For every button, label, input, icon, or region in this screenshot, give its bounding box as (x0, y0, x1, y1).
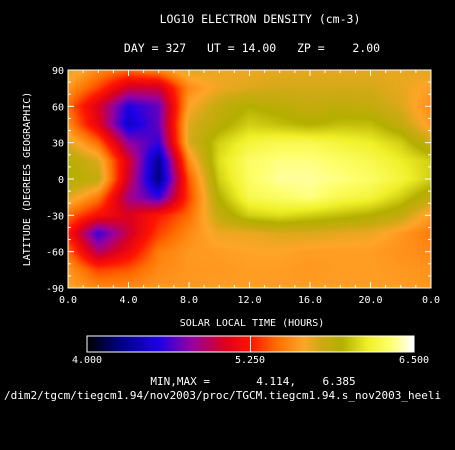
source-file-path: /dim2/tgcm/tiegcm1.94/nov2003/proc/TGCM.… (4, 389, 441, 402)
x-tick-label: 16.0 (298, 295, 322, 306)
y-tick-label: -90 (46, 284, 64, 295)
colorbar-min-label: 4.000 (72, 355, 102, 366)
min-max-readout: MIN,MAX = 4.114, 6.385 (150, 375, 355, 388)
x-tick-label: 20.0 (358, 295, 382, 306)
colorbar-max-label: 6.500 (399, 355, 429, 366)
y-axis: 90 60 30 0 -30 -60 -90 (46, 66, 431, 295)
y-tick-label: -30 (46, 211, 64, 222)
y-tick-label: 0 (58, 175, 64, 186)
y-axis-label: LATITUDE (DEGREES GEOGRAPHIC) (22, 92, 33, 267)
x-axis-label: SOLAR LOCAL TIME (HOURS) (180, 318, 325, 329)
y-tick-label: -60 (46, 248, 64, 259)
colorbar-mid-label: 5.250 (235, 355, 265, 366)
x-tick-label: 8.0 (180, 295, 198, 306)
y-tick-label: 30 (52, 139, 64, 150)
y-tick-label: 60 (52, 102, 64, 113)
y-tick-label: 90 (52, 66, 64, 77)
x-tick-label: 0.0 (422, 295, 440, 306)
x-tick-label: 4.0 (119, 295, 137, 306)
chart-subtitle: DAY = 327 UT = 14.00 ZP = 2.00 (124, 41, 380, 55)
x-tick-label: 0.0 (59, 295, 77, 306)
x-tick-label: 12.0 (237, 295, 261, 306)
colorbar: 4.000 5.250 6.500 (72, 335, 429, 366)
chart-title: LOG10 ELECTRON DENSITY (cm-3) (160, 12, 361, 26)
x-axis: 0.0 4.0 8.0 12.0 16.0 20.0 0.0 (59, 70, 440, 306)
plot-area (67, 69, 432, 289)
heatmap-image (68, 70, 431, 288)
